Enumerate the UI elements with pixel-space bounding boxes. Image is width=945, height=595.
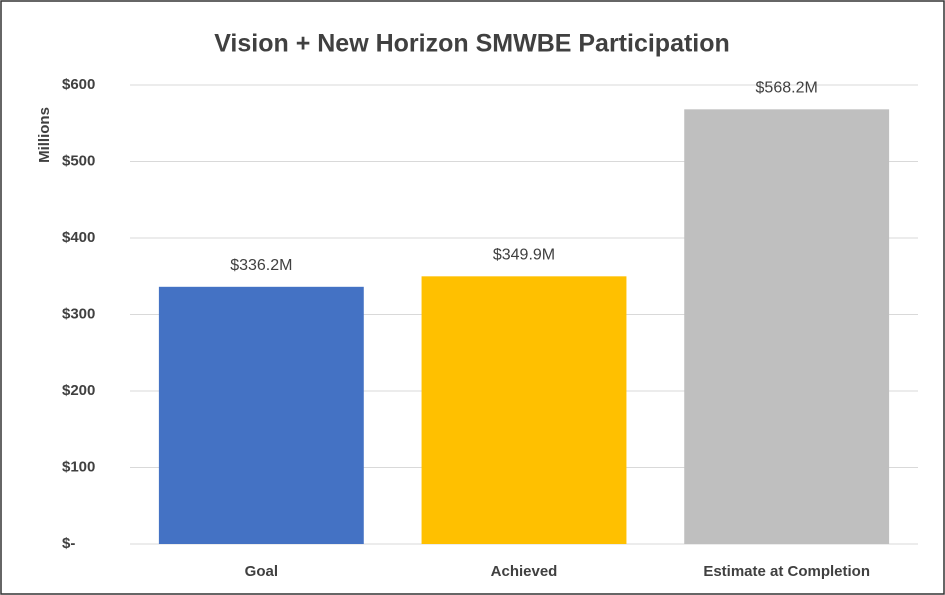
data-label: $349.9M — [493, 247, 555, 264]
x-tick-label: Achieved — [491, 563, 558, 580]
bar — [158, 286, 364, 544]
y-tick-label: $100 — [62, 458, 95, 475]
y-tick-label: $500 — [62, 152, 95, 169]
data-label: $568.2M — [756, 80, 818, 97]
x-tick-label: Goal — [245, 563, 278, 580]
y-tick-label: $200 — [62, 382, 95, 399]
bar — [684, 109, 890, 545]
data-label: $336.2M — [230, 257, 292, 274]
chart-title: Vision + New Horizon SMWBE Participation — [214, 30, 730, 58]
y-tick-label: $600 — [62, 76, 95, 93]
y-tick-label: $400 — [62, 229, 95, 246]
x-tick-label: Estimate at Completion — [703, 563, 870, 580]
y-tick-label: $300 — [62, 305, 95, 322]
y-tick-label: $- — [62, 535, 75, 552]
bar — [421, 276, 627, 544]
y-axis-label: Millions — [36, 107, 53, 163]
